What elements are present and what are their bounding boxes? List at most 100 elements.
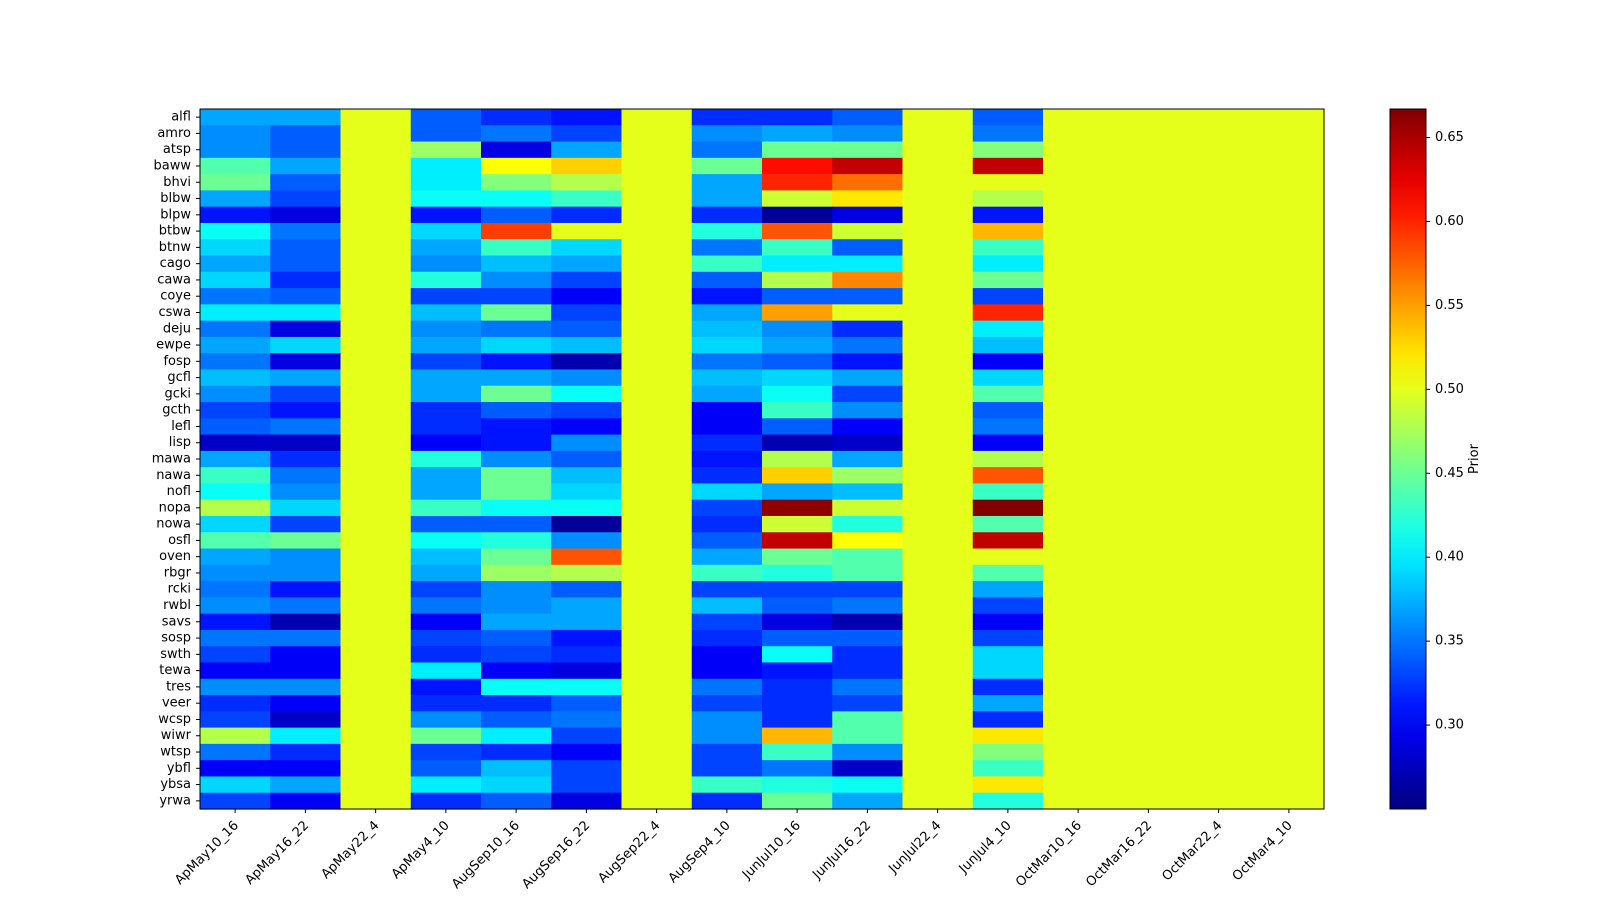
heatmap-cell-cawa-ApMay16_22 xyxy=(270,271,342,289)
y-tick-label-bhvi: bhvi xyxy=(163,175,191,190)
heatmap-cell-cago-OctMar16_22 xyxy=(1113,255,1185,273)
y-tick-label-cswa: cswa xyxy=(158,305,191,320)
heatmap-cell-amro-ApMay16_22 xyxy=(270,125,342,143)
heatmap-cell-fosp-ApMay10_16 xyxy=(200,353,271,371)
heatmap-cell-btnw-OctMar10_16 xyxy=(1043,239,1114,257)
heatmap-cell-cawa-AugSep16_22 xyxy=(551,271,623,289)
heatmap-cell-wiwr-OctMar22_4 xyxy=(1183,727,1255,745)
x-tick-label-OctMar10_16: OctMar10_16 xyxy=(1013,818,1085,890)
heatmap-cell-nofl-AugSep16_22 xyxy=(551,483,623,501)
heatmap-cell-tres-JunJul16_22 xyxy=(832,678,904,696)
heatmap-cell-nowa-JunJul10_16 xyxy=(762,515,833,533)
heatmap-cell-nofl-JunJul4_10 xyxy=(972,483,1044,501)
heatmap-cell-mawa-JunJul22_4 xyxy=(902,450,974,468)
heatmap-cell-bhvi-AugSep10_16 xyxy=(481,174,552,191)
heatmap-cell-lefl-OctMar22_4 xyxy=(1183,418,1255,436)
heatmap-cell-veer-OctMar4_10 xyxy=(1253,695,1325,712)
heatmap-cell-rcki-ApMay22_4 xyxy=(340,581,412,598)
heatmap-cell-alfl-OctMar22_4 xyxy=(1183,109,1255,126)
heatmap-cell-wiwr-JunJul10_16 xyxy=(762,727,833,745)
heatmap-cell-wcsp-JunJul16_22 xyxy=(832,711,904,729)
heatmap-cell-alfl-AugSep22_4 xyxy=(621,109,693,126)
heatmap-cell-baww-AugSep4_10 xyxy=(691,157,763,175)
heatmap-cell-wiwr-JunJul22_4 xyxy=(902,727,974,745)
heatmap-cell-rwbl-JunJul22_4 xyxy=(902,597,974,615)
heatmap-cell-nofl-ApMay4_10 xyxy=(410,483,482,501)
heatmap-cell-veer-JunJul4_10 xyxy=(972,695,1044,712)
heatmap-cell-alfl-ApMay4_10 xyxy=(410,109,482,126)
y-tick-label-cago: cago xyxy=(160,256,191,271)
heatmap-cell-rwbl-ApMay4_10 xyxy=(410,597,482,615)
heatmap-cell-ybsa-JunJul22_4 xyxy=(902,776,974,794)
heatmap-cell-tewa-AugSep10_16 xyxy=(481,662,552,680)
heatmap-cell-btbw-AugSep16_22 xyxy=(551,222,623,240)
heatmap-cell-ybsa-AugSep4_10 xyxy=(691,776,763,794)
heatmap-cell-blbw-AugSep16_22 xyxy=(551,190,623,208)
heatmap-cell-swth-JunJul22_4 xyxy=(902,646,974,664)
heatmap-cell-nawa-JunJul16_22 xyxy=(832,467,904,485)
heatmap-cell-bhvi-JunJul22_4 xyxy=(902,174,974,191)
heatmap-cell-amro-ApMay22_4 xyxy=(340,125,412,143)
heatmap-cell-veer-JunJul16_22 xyxy=(832,695,904,712)
heatmap-cell-savs-ApMay22_4 xyxy=(340,613,412,631)
heatmap-cell-blpw-JunJul16_22 xyxy=(832,206,904,224)
heatmap-cell-alfl-ApMay10_16 xyxy=(200,109,271,126)
heatmap-cell-tres-ApMay22_4 xyxy=(340,678,412,696)
heatmap-cell-gcki-ApMay16_22 xyxy=(270,385,342,403)
heatmap-cell-wiwr-AugSep16_22 xyxy=(551,727,623,745)
heatmap-cell-wcsp-OctMar22_4 xyxy=(1183,711,1255,729)
heatmap-cell-osfl-JunJul16_22 xyxy=(832,532,904,550)
heatmap-cell-mawa-JunJul16_22 xyxy=(832,450,904,468)
heatmap-cell-lefl-ApMay10_16 xyxy=(200,418,271,436)
heatmap-cell-wtsp-JunJul16_22 xyxy=(832,743,904,761)
heatmap-cell-wiwr-ApMay16_22 xyxy=(270,727,342,745)
heatmap-cell-wcsp-ApMay16_22 xyxy=(270,711,342,729)
heatmap-cell-nawa-AugSep22_4 xyxy=(621,467,693,485)
heatmap-cell-btbw-AugSep10_16 xyxy=(481,222,552,240)
heatmap-cell-wiwr-AugSep4_10 xyxy=(691,727,763,745)
heatmap-cell-tres-AugSep22_4 xyxy=(621,678,693,696)
heatmap-cell-nopa-AugSep22_4 xyxy=(621,499,693,517)
heatmap-cell-cago-JunJul16_22 xyxy=(832,255,904,273)
heatmap-cell-cago-ApMay22_4 xyxy=(340,255,412,273)
heatmap-cell-wcsp-AugSep16_22 xyxy=(551,711,623,729)
heatmap-cell-nowa-ApMay4_10 xyxy=(410,515,482,533)
heatmap-cell-alfl-ApMay22_4 xyxy=(340,109,412,126)
y-tick-label-swth: swth xyxy=(160,647,191,662)
heatmap-cell-baww-JunJul22_4 xyxy=(902,157,974,175)
heatmap-cell-ewpe-AugSep22_4 xyxy=(621,336,693,354)
heatmap-cell-tewa-OctMar22_4 xyxy=(1183,662,1255,680)
heatmap-cell-blpw-JunJul10_16 xyxy=(762,206,833,224)
heatmap-cell-rwbl-JunJul4_10 xyxy=(972,597,1044,615)
heatmap-cell-bhvi-JunJul16_22 xyxy=(832,174,904,191)
heatmap-cell-sosp-AugSep16_22 xyxy=(551,629,623,647)
heatmap-cell-cago-JunJul10_16 xyxy=(762,255,833,273)
heatmap-cell-nofl-ApMay10_16 xyxy=(200,483,271,501)
heatmap-cell-cago-AugSep4_10 xyxy=(691,255,763,273)
heatmap-cell-gcth-ApMay4_10 xyxy=(410,402,482,419)
heatmap-cell-bhvi-AugSep22_4 xyxy=(621,174,693,191)
heatmap-cell-rbgr-ApMay4_10 xyxy=(410,564,482,582)
heatmap-cell-osfl-ApMay10_16 xyxy=(200,532,271,550)
heatmap-cell-gcfl-JunJul10_16 xyxy=(762,369,833,387)
y-tick-label-sosp: sosp xyxy=(161,631,191,646)
heatmap-cell-alfl-JunJul10_16 xyxy=(762,109,833,126)
heatmap-cell-ewpe-AugSep10_16 xyxy=(481,336,552,354)
heatmap-cell-tewa-AugSep16_22 xyxy=(551,662,623,680)
heatmap-cell-baww-JunJul10_16 xyxy=(762,157,833,175)
heatmap-cell-oven-JunJul16_22 xyxy=(832,548,904,566)
heatmap-cell-yrwa-JunJul10_16 xyxy=(762,792,833,810)
heatmap-cell-btbw-OctMar22_4 xyxy=(1183,222,1255,240)
heatmap-cell-nowa-AugSep16_22 xyxy=(551,515,623,533)
heatmap-cell-lisp-OctMar22_4 xyxy=(1183,434,1255,452)
heatmap-cell-lisp-ApMay16_22 xyxy=(270,434,342,452)
heatmap-cell-lefl-OctMar10_16 xyxy=(1043,418,1114,436)
heatmap-cell-oven-OctMar16_22 xyxy=(1113,548,1185,566)
heatmap-cell-gcfl-OctMar16_22 xyxy=(1113,369,1185,387)
heatmap-cell-nawa-AugSep4_10 xyxy=(691,467,763,485)
heatmap-cell-ybsa-AugSep10_16 xyxy=(481,776,552,794)
heatmap-cell-ybsa-OctMar10_16 xyxy=(1043,776,1114,794)
heatmap-cell-rcki-AugSep10_16 xyxy=(481,581,552,598)
heatmap-cell-lisp-ApMay22_4 xyxy=(340,434,412,452)
